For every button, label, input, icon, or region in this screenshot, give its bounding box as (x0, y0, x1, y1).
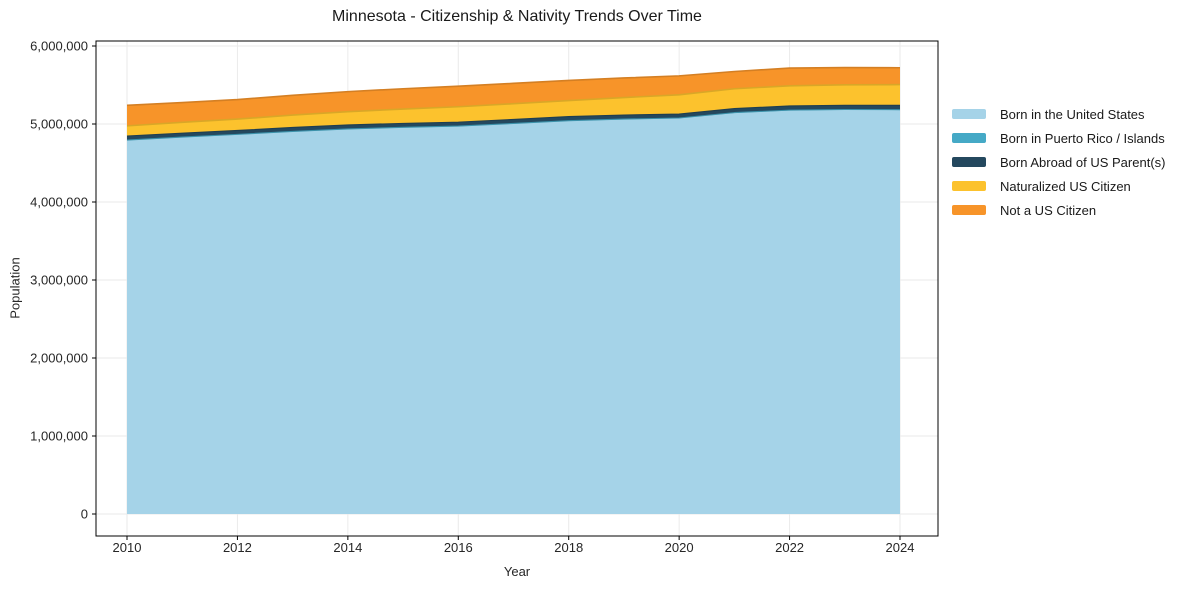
y-tick-label: 3,000,000 (30, 273, 88, 288)
x-tick-label: 2024 (886, 540, 915, 555)
chart-legend: Born in the United States Born in Puerto … (952, 102, 1165, 222)
area-band-born-in-the-united-states (127, 109, 900, 515)
area-band-naturalized-us-citizen (127, 84, 900, 137)
legend-label: Not a US Citizen (1000, 202, 1097, 218)
legend-item-1: Born in the United States (952, 102, 1165, 126)
legend-label: Born in the United States (1000, 106, 1145, 122)
axes-frame (95, 40, 939, 537)
x-axis-label: Year (503, 564, 531, 579)
y-tick-label: 2,000,000 (30, 351, 88, 366)
y-tick-label: 5,000,000 (30, 117, 88, 132)
x-tick-label: 2014 (333, 540, 362, 555)
y-tick-label: 6,000,000 (30, 39, 88, 54)
legend-label: Born Abroad of US Parent(s) (1000, 154, 1166, 170)
x-tick-label: 2010 (113, 540, 142, 555)
edge-line-born-abroad-of-us-parent-s- (126, 104, 901, 137)
legend-item-2: Born in Puerto Rico / Islands (952, 126, 1165, 150)
y-tick-label: 0 (81, 507, 88, 522)
x-tick-label: 2022 (775, 540, 804, 555)
edge-line-naturalized-us-citizen (126, 83, 901, 127)
edge-line-not-a-us-citizen (126, 66, 901, 107)
legend-label: Naturalized US Citizen (1000, 178, 1131, 194)
y-tick-label: 4,000,000 (30, 195, 88, 210)
legend-item-3: Born Abroad of US Parent(s) (952, 150, 1165, 174)
edge-line-born-in-puerto-rico-islands (126, 108, 901, 141)
y-tick-label: 1,000,000 (30, 429, 88, 444)
x-tick-label: 2020 (665, 540, 694, 555)
legend-swatch-icon (952, 157, 986, 167)
x-tick-label: 2016 (444, 540, 473, 555)
x-tick-label: 2012 (223, 540, 252, 555)
area-band-born-abroad-of-us-parent-s- (127, 105, 900, 141)
x-tick-label: 2018 (554, 540, 583, 555)
legend-item-4: Naturalized US Citizen (952, 174, 1165, 198)
y-axis-label: Population (7, 257, 23, 319)
legend-swatch-icon (952, 109, 986, 119)
legend-item-5: Not a US Citizen (952, 198, 1165, 222)
legend-label: Born in Puerto Rico / Islands (1000, 130, 1165, 146)
area-band-not-a-us-citizen (127, 67, 900, 126)
legend-swatch-icon (952, 205, 986, 215)
chart-title: Minnesota - Citizenship & Nativity Trend… (332, 8, 702, 25)
legend-swatch-icon (952, 133, 986, 143)
legend-swatch-icon (952, 181, 986, 191)
